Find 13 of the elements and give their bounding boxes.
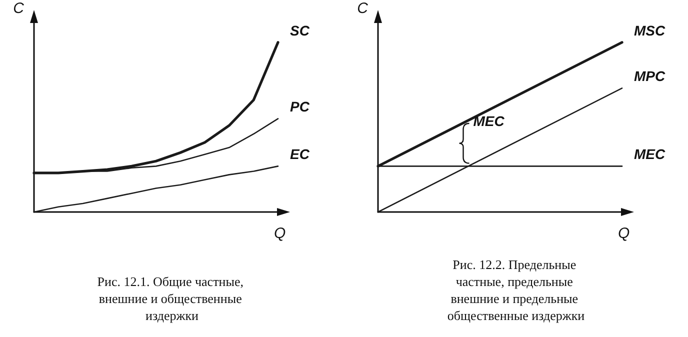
x-axis-title: Q xyxy=(618,225,630,242)
series-label: SC xyxy=(290,22,310,38)
series-label: EC xyxy=(290,146,310,162)
series-label: MPC xyxy=(634,68,666,84)
y-axis-title: C xyxy=(357,0,368,17)
y-axis-title: C xyxy=(13,0,24,17)
series-label: MSC xyxy=(634,22,666,38)
series-label: PC xyxy=(290,98,310,115)
text: Рис. 12.2. Предельные частные, предельные внешние и предельные общественные издержки xyxy=(447,257,585,323)
x-axis-title: Q xyxy=(274,225,286,242)
series-label: MEC xyxy=(634,146,666,162)
annotation: MEC xyxy=(473,113,504,130)
text: Рис. 12.1. Общие частные, внешние и общественные издержки xyxy=(97,274,247,323)
